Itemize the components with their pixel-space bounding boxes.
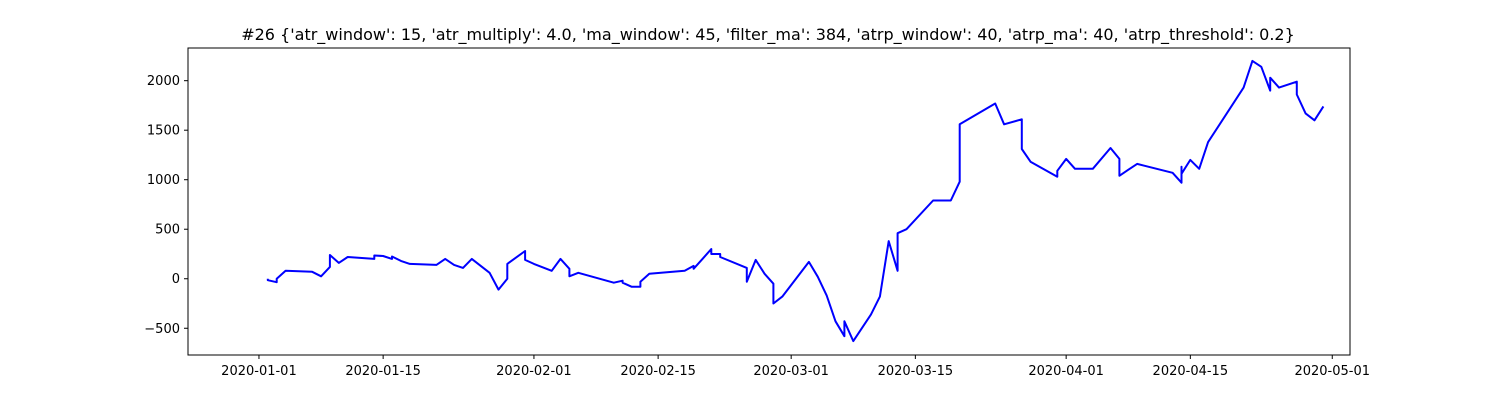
y-tick-label: 2000 [147, 74, 180, 89]
plot-area [187, 47, 1351, 356]
y-tick-label: 0 [172, 272, 180, 287]
x-tick-label: 2020-05-01 [1294, 364, 1370, 379]
y-tick-label: 500 [155, 223, 180, 238]
y-tick-label: −500 [144, 322, 180, 337]
series-layer [266, 59, 1325, 343]
y-tick-label: 1500 [147, 124, 180, 139]
x-tick-label: 2020-03-15 [878, 364, 954, 379]
x-tick-label: 2020-04-01 [1028, 364, 1104, 379]
y-tick-label: 1000 [147, 173, 180, 188]
x-tick-label: 2020-03-01 [753, 364, 829, 379]
x-axis: 2020-01-01 2020-01-15 2020-02-01 2020-02-15… [221, 355, 1370, 379]
series-line-0 [266, 59, 1325, 343]
axes-frame [187, 47, 1351, 356]
x-tick-label: 2020-04-15 [1153, 364, 1229, 379]
chart-title: #26 {'atr_window': 15, 'atr_multiply': 4… [241, 25, 1295, 45]
x-tick-label: 2020-02-01 [496, 364, 572, 379]
x-tick-label: 2020-01-15 [345, 364, 421, 379]
x-tick-label: 2020-02-15 [620, 364, 696, 379]
x-tick-label: 2020-01-01 [221, 364, 297, 379]
y-axis: −500 0 500 1000 1500 2000 [144, 74, 188, 337]
